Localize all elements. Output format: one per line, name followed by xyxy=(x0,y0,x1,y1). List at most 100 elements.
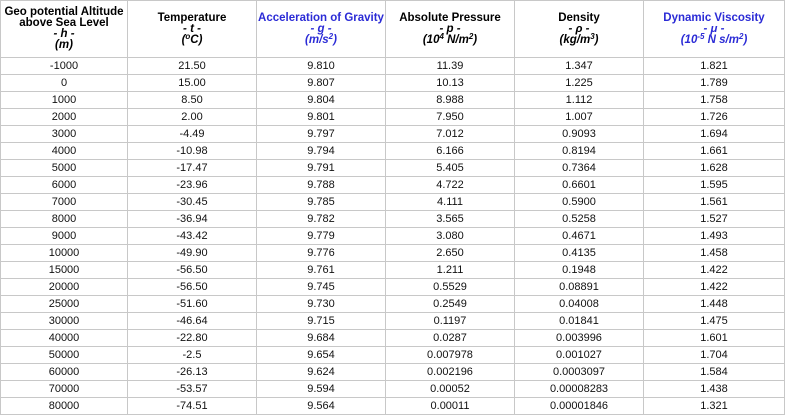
table-cell: 1.475 xyxy=(643,312,785,330)
table-cell: 0.4671 xyxy=(514,227,644,245)
table-cell: -26.13 xyxy=(127,363,257,381)
column-title: Dynamic Viscosity xyxy=(663,11,765,24)
unit-exponent: o xyxy=(185,31,191,41)
table-cell: 20000 xyxy=(0,278,128,296)
table-cell: 7000 xyxy=(0,193,128,211)
table-cell: 60000 xyxy=(0,363,128,381)
table-cell: -51.60 xyxy=(127,295,257,313)
table-cell: 0.01841 xyxy=(514,312,644,330)
table-cell: 0 xyxy=(0,74,128,92)
table-cell: 0.0287 xyxy=(385,329,515,347)
table-cell: 5000 xyxy=(0,159,128,177)
table-cell: 4000 xyxy=(0,142,128,160)
unit-text: ) xyxy=(473,33,478,46)
column-title: Temperature xyxy=(157,11,227,24)
table-cell: 0.5900 xyxy=(514,193,644,211)
column-title: Acceleration of Gravity xyxy=(258,11,384,24)
table-cell: 0.0003097 xyxy=(514,363,644,381)
unit-exponent: 2 xyxy=(738,31,744,41)
table-cell: -36.94 xyxy=(127,210,257,228)
unit-text: (m/s xyxy=(305,33,329,46)
table-cell: 8.50 xyxy=(127,91,257,109)
table-cell: 9.654 xyxy=(256,346,386,364)
table-cell: 9.785 xyxy=(256,193,386,211)
table-cell: 9.794 xyxy=(256,142,386,160)
table-cell: 15000 xyxy=(0,261,128,279)
table-cell: 0.2549 xyxy=(385,295,515,313)
table-cell: 25000 xyxy=(0,295,128,313)
column-title: Geo potential Altitude above Sea Level xyxy=(4,6,124,29)
table-cell: -2.5 xyxy=(127,346,257,364)
table-cell: 0.1948 xyxy=(514,261,644,279)
table-cell: 1.704 xyxy=(643,346,785,364)
column-symbol: - ρ - xyxy=(568,22,590,35)
table-row: -1000 21.50 9.810 11.39 1.347 1.821 xyxy=(0,57,785,75)
table-row: 60000 -26.13 9.624 0.002196 0.0003097 1.584 xyxy=(0,363,785,381)
table-cell: -56.50 xyxy=(127,278,257,296)
table-cell: 0.002196 xyxy=(385,363,515,381)
table-cell: 9.810 xyxy=(256,57,386,75)
table-cell: 1.821 xyxy=(643,57,785,75)
table-cell: 0.6601 xyxy=(514,176,644,194)
table-cell: 80000 xyxy=(0,397,128,415)
table-cell: 1.584 xyxy=(643,363,785,381)
table-cell: 0.00008283 xyxy=(514,380,644,398)
table-cell: 1.458 xyxy=(643,244,785,262)
unit-text: N s/m xyxy=(704,33,739,46)
unit-exponent: -5 xyxy=(697,31,705,41)
table-cell: 1.422 xyxy=(643,261,785,279)
table-cell: 9.564 xyxy=(256,397,386,415)
table-cell: 50000 xyxy=(0,346,128,364)
column-symbol: - μ - xyxy=(703,22,725,35)
table-cell: 1.493 xyxy=(643,227,785,245)
column-header: Acceleration of Gravity - g - (m/s2) xyxy=(256,0,386,58)
table-cell: 6.166 xyxy=(385,142,515,160)
table-cell: 8.988 xyxy=(385,91,515,109)
table-cell: 1.601 xyxy=(643,329,785,347)
table-cell: 9.791 xyxy=(256,159,386,177)
table-cell: -17.47 xyxy=(127,159,257,177)
table-cell: 1.225 xyxy=(514,74,644,92)
column-unit: (m/s2) xyxy=(258,32,385,46)
table-cell: 9.804 xyxy=(256,91,386,109)
column-symbol: - p - xyxy=(439,22,461,35)
unit-text: ( xyxy=(181,33,186,46)
table-cell: 1.321 xyxy=(643,397,785,415)
table-cell: 9.801 xyxy=(256,108,386,126)
table-cell: 9.594 xyxy=(256,380,386,398)
table-cell: 1.007 xyxy=(514,108,644,126)
column-symbol: - t - xyxy=(183,22,201,35)
table-row: 6000 -23.96 9.788 4.722 0.6601 1.595 xyxy=(0,176,785,194)
table-cell: 9.776 xyxy=(256,244,386,262)
table-cell: 9.624 xyxy=(256,363,386,381)
table-cell: 1.422 xyxy=(643,278,785,296)
table-cell: 10.13 xyxy=(385,74,515,92)
unit-exponent: 3 xyxy=(590,31,595,41)
table-cell: 3.080 xyxy=(385,227,515,245)
table-cell: 0.001027 xyxy=(514,346,644,364)
table-cell: -30.45 xyxy=(127,193,257,211)
table-cell: 0.7364 xyxy=(514,159,644,177)
header-row: Geo potential Altitude above Sea Level - … xyxy=(0,0,785,58)
column-unit: (104 N/m2) xyxy=(387,32,514,46)
table-cell: 1.561 xyxy=(643,193,785,211)
unit-text: (m) xyxy=(55,39,73,51)
unit-text: (kg/m xyxy=(559,33,591,46)
unit-text: N/m xyxy=(443,33,469,46)
table-cell: 5.405 xyxy=(385,159,515,177)
table-cell: 0.00052 xyxy=(385,380,515,398)
table-row: 30000 -46.64 9.715 0.1197 0.01841 1.475 xyxy=(0,312,785,330)
table-cell: 1.789 xyxy=(643,74,785,92)
column-unit: (oC) xyxy=(129,31,256,46)
table-cell: 1.758 xyxy=(643,91,785,109)
table-cell: 2.650 xyxy=(385,244,515,262)
table-cell: 0.00011 xyxy=(385,397,515,415)
unit-text: (10 xyxy=(680,33,698,46)
table-cell: 9.730 xyxy=(256,295,386,313)
unit-text: ) xyxy=(594,33,599,46)
table-cell: 1.211 xyxy=(385,261,515,279)
table-row: 80000 -74.51 9.564 0.00011 0.00001846 1.321 xyxy=(0,397,785,415)
table-cell: 70000 xyxy=(0,380,128,398)
table-cell: -22.80 xyxy=(127,329,257,347)
